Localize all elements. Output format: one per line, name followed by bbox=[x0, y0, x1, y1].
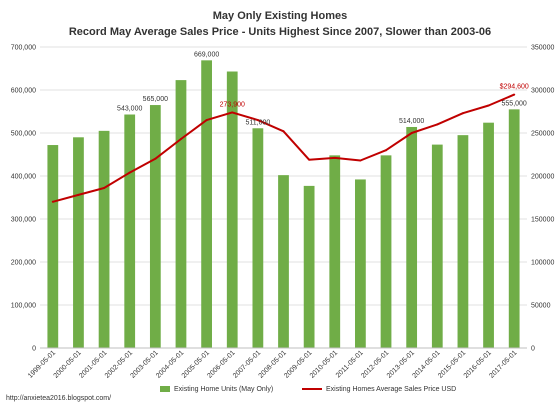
price-point bbox=[103, 187, 106, 190]
y-right-tick-label: 200000 bbox=[531, 174, 554, 181]
bar bbox=[47, 145, 59, 348]
price-point bbox=[513, 93, 516, 96]
bar bbox=[380, 155, 392, 348]
price-point bbox=[410, 132, 413, 134]
bar bbox=[457, 135, 469, 348]
y-right-tick-label: 100000 bbox=[531, 260, 554, 267]
price-point bbox=[128, 171, 131, 174]
price-point bbox=[77, 193, 80, 196]
y-left-tick-label: 100,000 bbox=[11, 303, 36, 310]
y-left-tick-label: 500,000 bbox=[11, 131, 36, 138]
legend-label-units: Existing Home Units (May Only) bbox=[174, 386, 273, 393]
bar bbox=[278, 175, 289, 348]
bar bbox=[73, 137, 84, 348]
bar bbox=[98, 130, 110, 348]
bar-data-label: 565,000 bbox=[143, 96, 168, 103]
x-tick-label: 2017-05-01 bbox=[488, 349, 518, 379]
y-right-tick-label: 50000 bbox=[531, 303, 551, 310]
bar bbox=[149, 105, 161, 348]
bar bbox=[483, 122, 494, 349]
price-point bbox=[51, 200, 54, 203]
price-point bbox=[461, 112, 464, 115]
bar bbox=[406, 126, 418, 348]
y-right-tick-label: 350000 bbox=[531, 45, 554, 52]
price-point bbox=[282, 130, 285, 133]
bar bbox=[329, 155, 341, 348]
price-point bbox=[359, 159, 362, 162]
y-left-tick-label: 700,000 bbox=[11, 45, 36, 52]
legend-swatch-units bbox=[160, 386, 170, 392]
y-left-tick-label: 0 bbox=[32, 346, 36, 353]
bar-data-label: 555,000 bbox=[502, 100, 527, 107]
bar bbox=[252, 128, 264, 348]
y-left-tick-label: 600,000 bbox=[11, 88, 36, 95]
bar bbox=[508, 109, 520, 348]
y-right-tick-label: 300000 bbox=[531, 88, 554, 95]
source-footer: http://anxietea2016.blogspot.com/ bbox=[6, 395, 111, 402]
bar bbox=[355, 179, 366, 348]
price-point bbox=[205, 119, 208, 122]
bar-data-label: 543,000 bbox=[117, 106, 142, 113]
price-point bbox=[436, 123, 439, 126]
bar bbox=[226, 71, 238, 348]
legend: Existing Home Units (May Only) Existing H… bbox=[160, 386, 456, 393]
y-right-tick-label: 150000 bbox=[531, 217, 554, 224]
bar bbox=[201, 60, 212, 349]
price-point bbox=[308, 158, 311, 161]
bar-data-label: 514,000 bbox=[399, 118, 424, 125]
bar-data-label: 669,000 bbox=[194, 51, 219, 58]
price-point bbox=[333, 156, 336, 159]
legend-label-price: Existing Homes Average Sales Price USD bbox=[326, 386, 456, 393]
bar-series bbox=[47, 60, 520, 349]
y-left-tick-label: 200,000 bbox=[11, 260, 36, 267]
bar bbox=[431, 144, 443, 348]
y-left-tick-label: 400,000 bbox=[11, 174, 36, 181]
price-point bbox=[385, 149, 388, 152]
price-point bbox=[231, 111, 234, 114]
y-right-tick-label: 250000 bbox=[531, 131, 554, 138]
price-point bbox=[256, 119, 259, 122]
bar bbox=[303, 185, 315, 348]
line-data-label: $294,600 bbox=[500, 84, 529, 91]
line-data-label: 273,900 bbox=[220, 101, 245, 108]
price-point bbox=[154, 157, 157, 160]
price-point bbox=[487, 104, 490, 107]
y-left-tick-label: 300,000 bbox=[11, 217, 36, 224]
chart-title: May Only Existing Homes bbox=[213, 10, 347, 22]
bar bbox=[124, 114, 136, 348]
line-series bbox=[51, 93, 516, 203]
bar-data-label: 511,000 bbox=[245, 119, 270, 126]
chart-subtitle: Record May Average Sales Price - Units H… bbox=[69, 26, 491, 38]
price-point bbox=[179, 138, 182, 141]
y-right-tick-label: 0 bbox=[531, 346, 535, 353]
bar bbox=[175, 80, 187, 349]
